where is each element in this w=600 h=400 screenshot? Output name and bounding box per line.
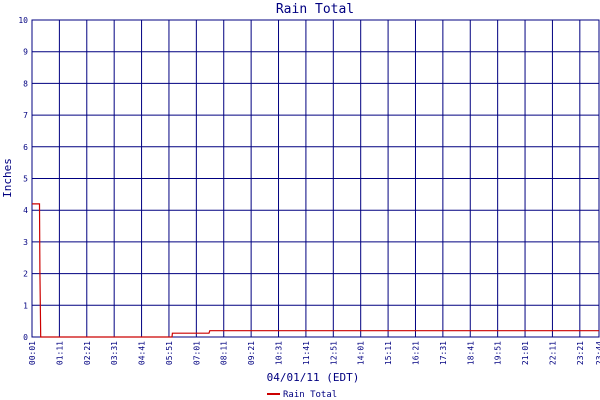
- x-tick-label: 05:51: [165, 341, 174, 365]
- plot-frame: [31, 19, 600, 338]
- x-tick-label: 01:11: [55, 341, 64, 365]
- y-tick-label: 3: [23, 238, 28, 247]
- chart-title: Rain Total: [276, 2, 354, 17]
- x-tick-label: 09:21: [247, 341, 256, 365]
- legend-label: Rain Total: [283, 390, 337, 400]
- x-tick-label: 22:11: [548, 341, 557, 365]
- y-tick-label: 1: [23, 301, 28, 310]
- x-tick-label: 00:01: [28, 341, 37, 365]
- x-tick-label: 03:31: [110, 341, 119, 365]
- y-axis-label: Inches: [1, 158, 14, 198]
- x-tick-label: 23:44: [595, 341, 600, 365]
- x-tick-label: 18:41: [466, 341, 475, 365]
- x-tick-label: 08:11: [220, 341, 229, 365]
- y-tick-label: 4: [23, 206, 28, 215]
- y-tick-label: 6: [23, 143, 28, 152]
- x-tick-label: 21:01: [521, 341, 530, 365]
- y-tick-label: 5: [23, 175, 28, 184]
- y-tick-label: 9: [23, 48, 28, 57]
- y-tick-label: 8: [23, 79, 28, 88]
- x-tick-label: 12:51: [329, 341, 338, 365]
- x-axis-label: 04/01/11 (EDT): [267, 371, 360, 384]
- y-tick-label: 7: [23, 111, 28, 120]
- x-tick-label: 19:51: [494, 341, 503, 365]
- y-tick-label: 2: [23, 270, 28, 279]
- x-tick-label: 16:21: [411, 341, 420, 365]
- y-tick-label: 10: [18, 16, 28, 25]
- y-tick-label: 0: [23, 333, 28, 342]
- series-line-rain-total: [32, 203, 599, 338]
- y-tick-labels: 0 1 2 3 4 5 6 7 8 9 10: [18, 16, 28, 342]
- x-tick-label: 15:11: [384, 341, 393, 365]
- x-tick-label: 07:01: [192, 341, 201, 365]
- x-tick-label: 11:41: [302, 341, 311, 365]
- x-tick-label: 10:31: [275, 341, 284, 365]
- x-tick-label: 02:21: [83, 341, 92, 365]
- x-tick-label: 14:01: [357, 341, 366, 365]
- y-gridlines: [32, 19, 599, 338]
- x-tick-label: 23:21: [576, 341, 585, 365]
- x-tick-label: 17:31: [439, 341, 448, 365]
- x-tick-label: 04:41: [138, 341, 147, 365]
- x-tick-labels: 00:01 01:11 02:21 03:31 04:41 05:51 07:01 08:11…: [28, 341, 600, 365]
- legend: Rain Total: [267, 390, 337, 400]
